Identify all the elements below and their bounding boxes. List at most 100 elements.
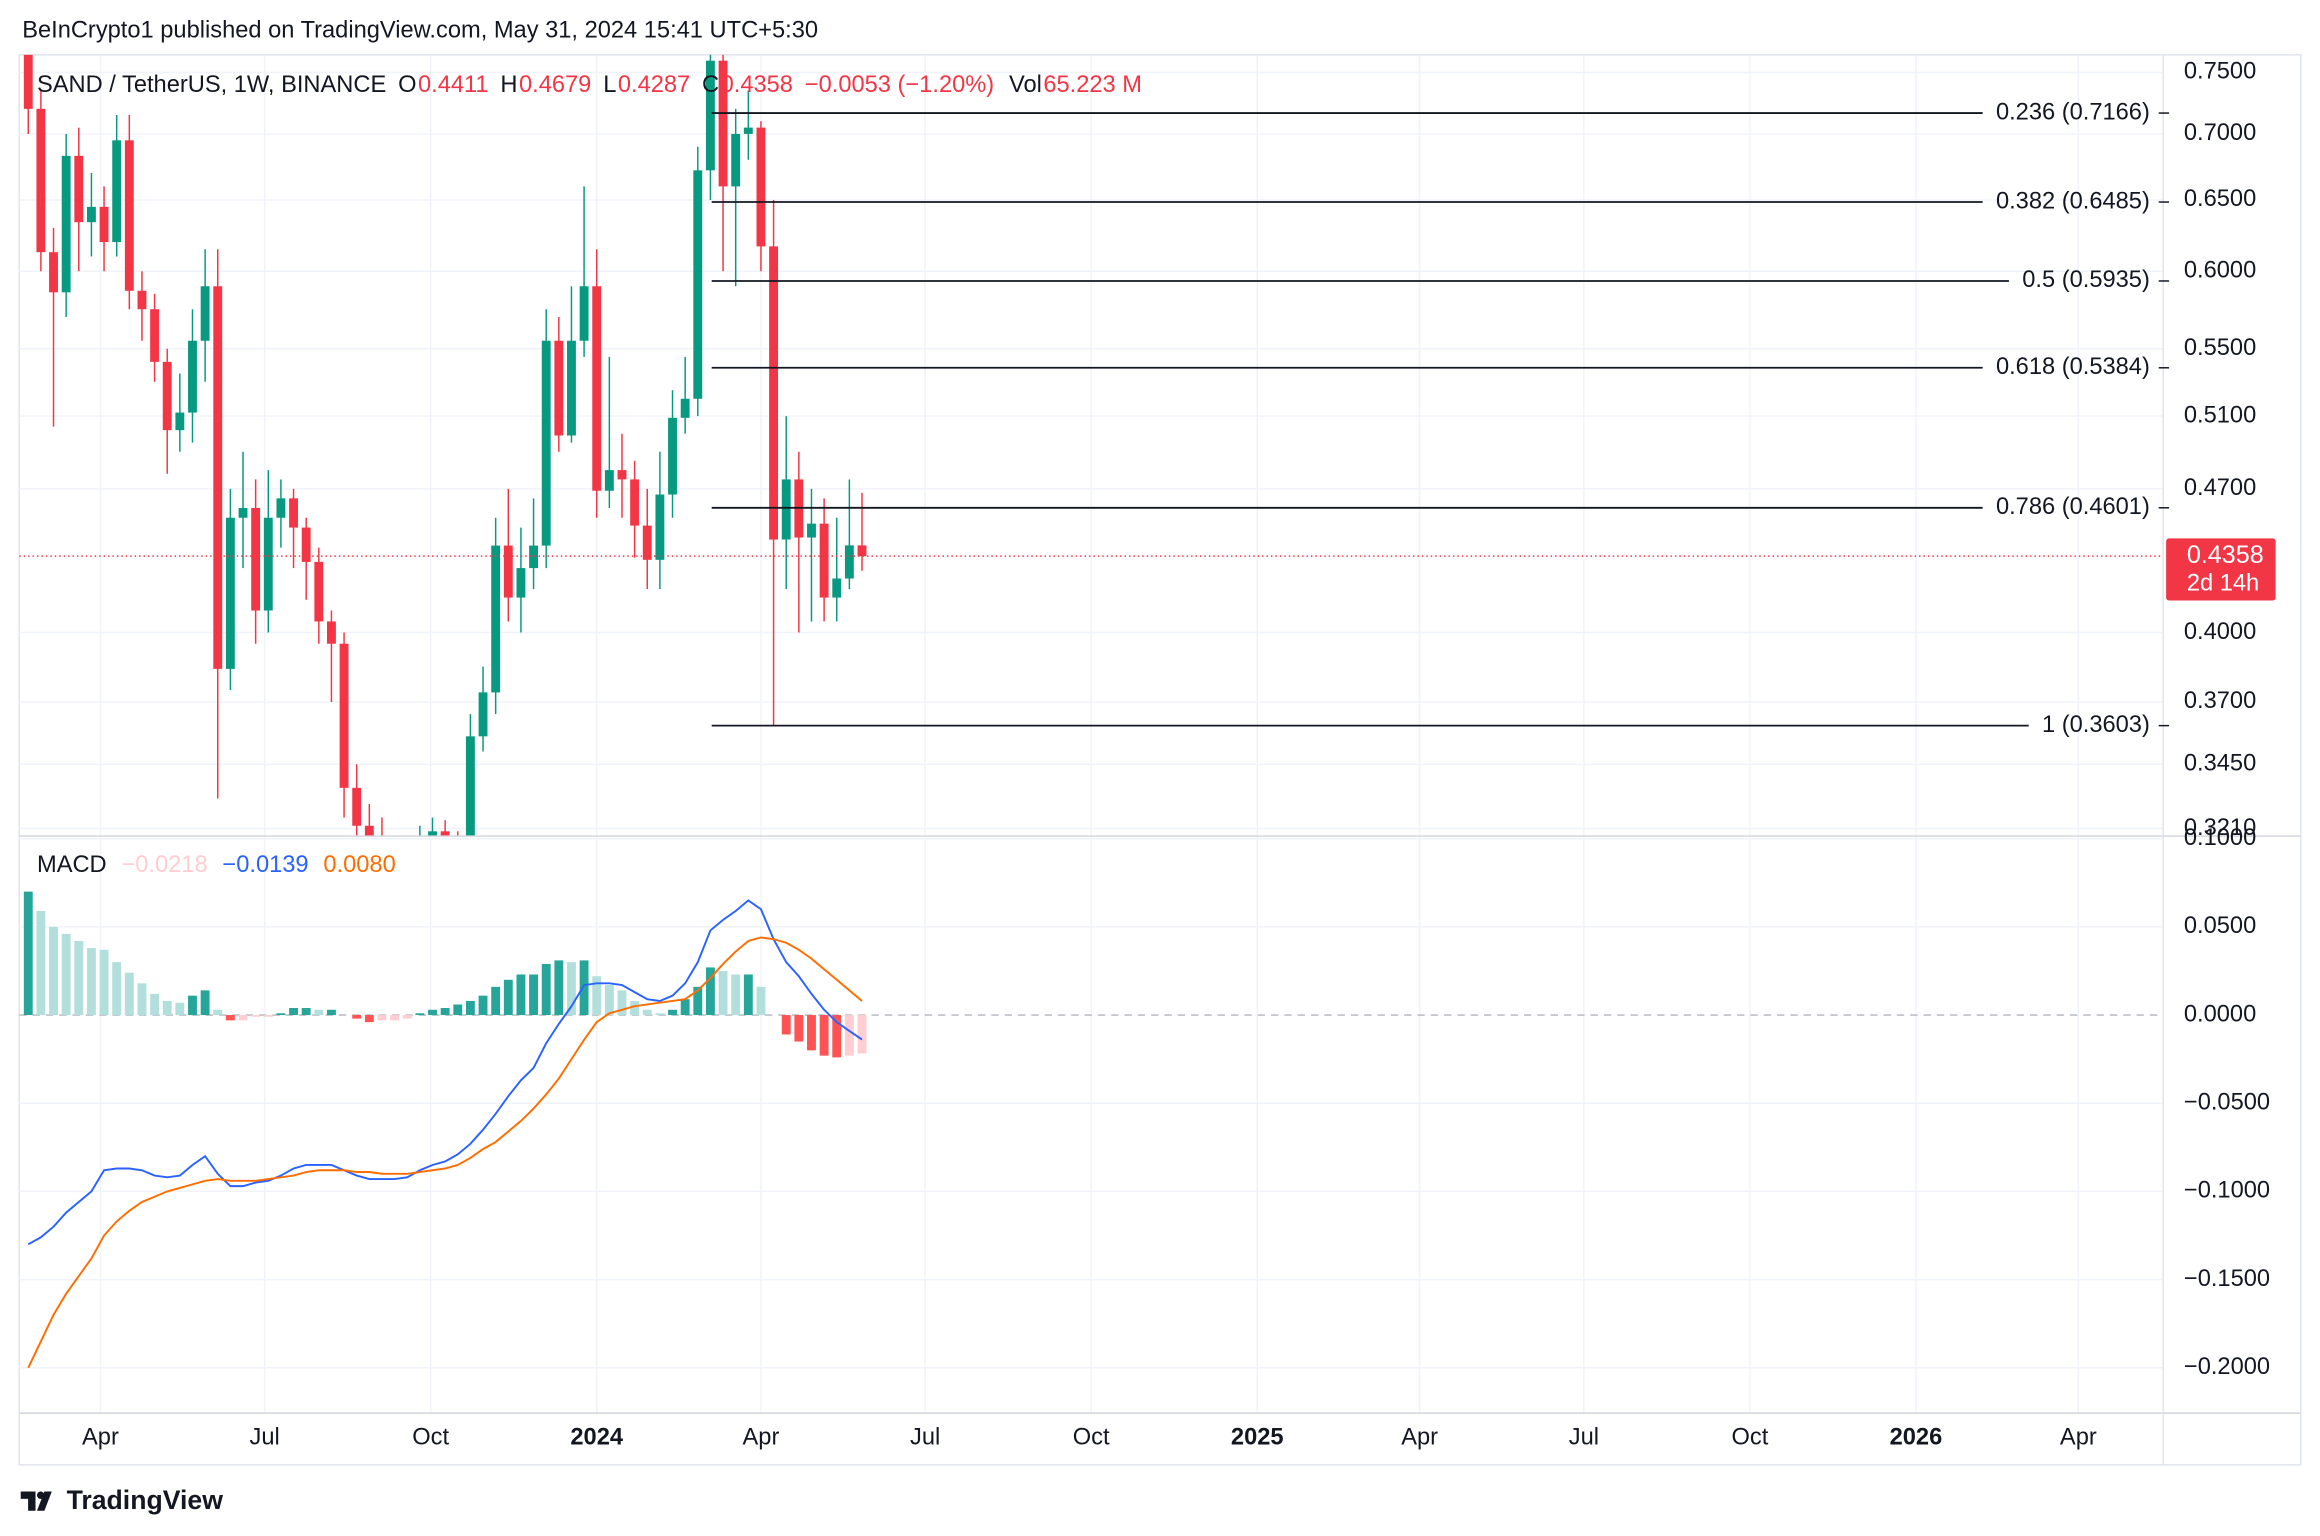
candle-body [718, 60, 728, 187]
histogram-bar [213, 1009, 223, 1016]
legend-value: 0.4411 [418, 72, 489, 98]
candle-body [440, 831, 450, 837]
histogram-bar [844, 1015, 854, 1056]
histogram-bar [188, 995, 197, 1016]
candle-body [857, 545, 867, 557]
candle-body [112, 140, 122, 243]
candle-body [49, 252, 58, 293]
histogram-bar [301, 1008, 311, 1016]
fib-label: 0.786 (0.4601) [1996, 494, 2150, 520]
candle-body [680, 398, 690, 418]
histogram-bar [352, 1015, 362, 1019]
histogram-bar [162, 1000, 172, 1016]
logo-dot [36, 1491, 45, 1499]
logo-text: TradingView [67, 1485, 224, 1515]
legend-title: SAND / TetherUS, 1W, BINANCE [37, 72, 386, 98]
x-tick-label: Apr [2060, 1425, 2097, 1451]
signal-line [27, 936, 863, 1369]
candle-body [604, 470, 614, 491]
candle-body [554, 340, 564, 436]
legend-change: −0.0053 (−1.20%) [805, 72, 994, 98]
histogram-bar [99, 949, 109, 1016]
y-tick-label: −0.0500 [2184, 1089, 2270, 1115]
fib-label: 0.382 (0.6485) [1996, 188, 2150, 214]
fib-label: 0.236 (0.7166) [1996, 99, 2150, 125]
y-tick-label: 0.0500 [2184, 913, 2256, 939]
histogram-bar [49, 926, 58, 1016]
legend-title: MACD [37, 852, 107, 878]
histogram-bar [86, 948, 96, 1016]
candle-body [844, 545, 854, 579]
legend-value: 0.4287 [618, 72, 690, 98]
histogram-bar [428, 1009, 437, 1016]
legend-value: −0.0218 [121, 852, 207, 878]
chart-frame [18, 54, 2302, 1466]
histogram-bar [630, 1000, 640, 1016]
candle-body [74, 155, 84, 223]
histogram-bar [491, 986, 501, 1016]
candle-body [150, 309, 160, 362]
histogram-bar [465, 1000, 475, 1016]
legend-key: Vol [1009, 72, 1042, 98]
candle-body [731, 133, 741, 187]
y-tick-label: 0.1000 [2184, 825, 2256, 851]
y-tick-label: 0.4000 [2184, 619, 2256, 645]
y-tick-label: 0.3700 [2184, 688, 2256, 714]
candle-body [516, 568, 526, 598]
x-tick-label: 2024 [570, 1425, 623, 1451]
x-tick-label: Oct [412, 1425, 449, 1451]
candle-body [642, 525, 652, 560]
candle-body [478, 692, 488, 737]
candle-body [327, 621, 336, 644]
x-tick-label: 2025 [1231, 1425, 1284, 1451]
candle-body [630, 479, 640, 526]
candle-body [567, 340, 576, 436]
histogram-bar [238, 1015, 248, 1021]
y-tick-label: 0.3450 [2184, 751, 2256, 777]
y-tick-label: 0.5500 [2184, 335, 2256, 361]
macd-pane [19, 891, 2164, 1369]
legend-key: O [398, 72, 416, 98]
histogram-bar [415, 1013, 425, 1016]
candle-body [352, 787, 362, 826]
candle-body [364, 825, 374, 837]
candle-body [491, 545, 501, 693]
histogram-bar [832, 1015, 842, 1058]
histogram-bar [263, 1015, 273, 1017]
y-tick-label: 0.6000 [2184, 258, 2256, 284]
candle-body [705, 60, 715, 171]
candle-body [276, 498, 286, 518]
candle-body [23, 54, 33, 109]
y-tick-label: 0.7000 [2184, 120, 2256, 146]
histogram-bar [567, 962, 576, 1016]
candle-body [36, 108, 46, 253]
histogram-bar [200, 990, 210, 1016]
legend-value: 0.0080 [323, 852, 395, 878]
candle-body [693, 170, 703, 399]
fib-label: 0.618 (0.5384) [1996, 354, 2150, 380]
histogram-bar [150, 993, 160, 1016]
candle-body [781, 479, 791, 540]
candle-body [314, 561, 324, 622]
candle-body [99, 206, 109, 243]
histogram-bar [364, 1015, 374, 1023]
candle-body [428, 831, 437, 837]
histogram-bar [175, 1002, 185, 1016]
x-tick-label: Jul [250, 1425, 280, 1451]
histogram-bar [74, 940, 84, 1016]
histogram-bar [289, 1008, 298, 1016]
candle-body [162, 361, 172, 431]
price-pane [19, 54, 2164, 837]
histogram-bar [124, 972, 134, 1016]
macd-line [27, 899, 863, 1246]
histogram-bar [390, 1015, 400, 1021]
histogram-bar [718, 970, 728, 1016]
histogram-bar [36, 911, 46, 1016]
attribution: BeInCrypto1 published on TradingView.com… [22, 17, 818, 43]
y-tick-label: 0.0000 [2184, 1001, 2256, 1027]
histogram-bar [225, 1015, 235, 1021]
candle-body [61, 155, 71, 293]
histogram-bar [668, 1009, 677, 1016]
